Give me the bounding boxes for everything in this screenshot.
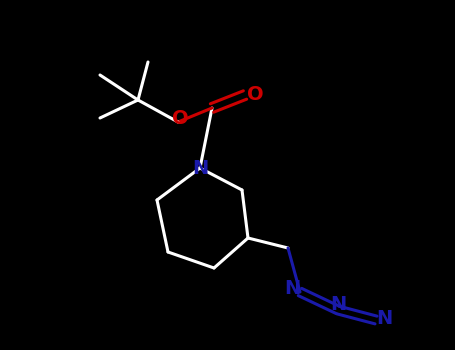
Text: N: N	[192, 159, 208, 177]
Text: O: O	[172, 108, 188, 127]
Text: O: O	[247, 85, 263, 105]
Text: N: N	[330, 295, 346, 315]
Text: N: N	[376, 308, 392, 328]
Text: N: N	[284, 279, 300, 298]
